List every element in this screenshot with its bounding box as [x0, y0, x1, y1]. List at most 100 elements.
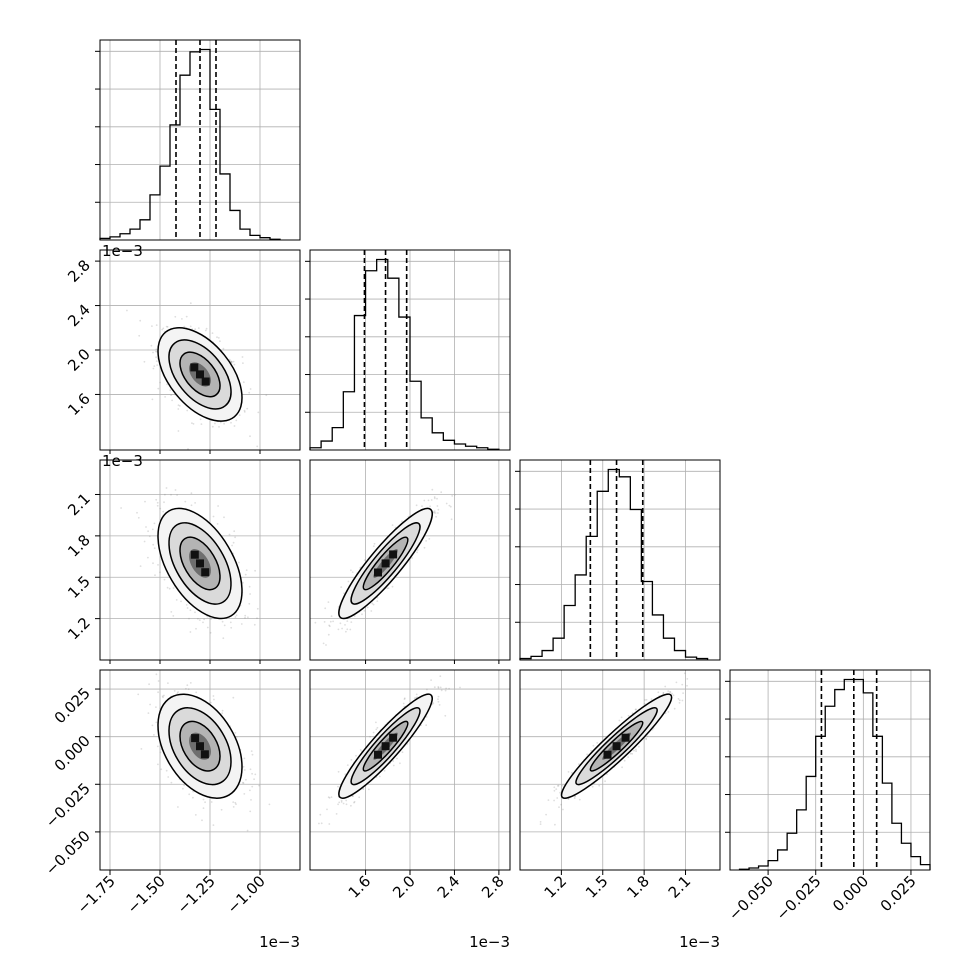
- scatter-point: [686, 678, 689, 680]
- scatter-point: [220, 808, 223, 811]
- scatter-point: [396, 757, 398, 760]
- scatter-point: [228, 533, 231, 536]
- scatter-point: [669, 691, 672, 693]
- scatter-point: [256, 617, 258, 620]
- scatter-point: [213, 698, 215, 701]
- scatter-point: [391, 585, 394, 588]
- scatter-point: [445, 502, 448, 505]
- scatter-point: [232, 806, 235, 808]
- scatter-point: [350, 759, 353, 761]
- scatter-point: [433, 686, 436, 689]
- scatter-point: [243, 769, 246, 771]
- scatter-point: [553, 799, 555, 802]
- scatter-point: [233, 363, 236, 366]
- scatter-point: [143, 360, 146, 363]
- scatter-point: [212, 515, 215, 518]
- scatter-point: [165, 769, 168, 772]
- scatter-point: [392, 764, 395, 767]
- scatter-point: [251, 785, 254, 788]
- scatter-point: [437, 508, 440, 511]
- scatter-point: [248, 585, 251, 588]
- scatter-point: [320, 822, 323, 825]
- scatter-point: [332, 620, 334, 623]
- scatter-point: [401, 520, 403, 523]
- scatter-point: [432, 702, 435, 704]
- density-core-cell: [201, 377, 210, 386]
- scatter-point: [350, 569, 352, 572]
- scatter-point: [210, 701, 212, 704]
- scatter-point: [159, 571, 161, 574]
- scatter-point: [621, 766, 623, 769]
- scatter-point: [318, 822, 320, 825]
- scatter-point: [143, 540, 146, 543]
- scatter-point: [359, 749, 362, 751]
- scatter-point: [230, 360, 233, 363]
- panel-frame: [519, 459, 721, 661]
- scatter-point: [157, 763, 159, 766]
- scatter-point: [147, 556, 149, 559]
- scatter-point: [347, 580, 350, 583]
- scatter-point: [187, 688, 190, 691]
- scatter-point: [242, 765, 245, 768]
- scatter-point: [645, 738, 648, 741]
- scatter-point: [244, 616, 246, 619]
- scatter-panel-2-1: [309, 459, 511, 661]
- scatter-point: [573, 795, 576, 798]
- scatter-point: [554, 823, 556, 826]
- scatter-point: [180, 600, 182, 603]
- density-core-cell: [196, 370, 204, 379]
- density-core-cell: [612, 742, 621, 751]
- scatter-point: [151, 528, 154, 531]
- scatter-point: [635, 750, 637, 752]
- scatter-point: [627, 714, 630, 717]
- scatter-point: [413, 697, 416, 700]
- scatter-point: [189, 325, 192, 328]
- panel-background: [520, 460, 720, 660]
- scatter-point: [327, 633, 330, 636]
- scatter-point: [411, 557, 413, 559]
- scatter-point: [189, 302, 192, 305]
- scatter-point: [242, 362, 244, 364]
- scatter-point: [664, 712, 667, 715]
- scatter-point: [155, 324, 158, 326]
- scatter-point: [159, 507, 162, 510]
- scatter-point: [245, 569, 248, 572]
- scatter-point: [678, 699, 681, 702]
- scatter-point: [205, 327, 208, 330]
- scatter-point: [170, 781, 173, 784]
- scatter-point: [244, 573, 247, 576]
- scatter-point: [667, 711, 670, 713]
- scatter-point: [671, 692, 673, 695]
- scatter-point: [343, 592, 345, 595]
- scatter-panel-3-0: [99, 669, 301, 871]
- scatter-point: [192, 790, 195, 793]
- scatter-point: [194, 502, 197, 504]
- scatter-point: [453, 493, 456, 496]
- scatter-point: [314, 621, 317, 624]
- scatter-point: [218, 426, 220, 428]
- scatter-point: [375, 721, 377, 724]
- scatter-point: [235, 419, 238, 422]
- scatter-point: [186, 409, 189, 412]
- scatter-point: [163, 694, 165, 697]
- scatter-point: [429, 505, 431, 508]
- scatter-point: [157, 387, 160, 390]
- scatter-point: [362, 788, 364, 790]
- scatter-point: [174, 489, 177, 491]
- x-offset-label: 1e−3: [679, 933, 720, 951]
- density-core-cell: [196, 742, 204, 751]
- scatter-point: [197, 617, 199, 620]
- scatter-point: [437, 695, 440, 698]
- scatter-point: [437, 686, 440, 688]
- scatter-point: [219, 340, 221, 343]
- scatter-point: [173, 690, 176, 692]
- panel-frame: [99, 39, 301, 241]
- scatter-point: [169, 389, 172, 392]
- scatter-point: [172, 587, 175, 589]
- scatter-point: [139, 319, 142, 322]
- scatter-point: [251, 772, 254, 775]
- scatter-point: [155, 498, 158, 501]
- scatter-point: [195, 627, 197, 630]
- scatter-point: [423, 546, 426, 549]
- scatter-point: [430, 499, 433, 501]
